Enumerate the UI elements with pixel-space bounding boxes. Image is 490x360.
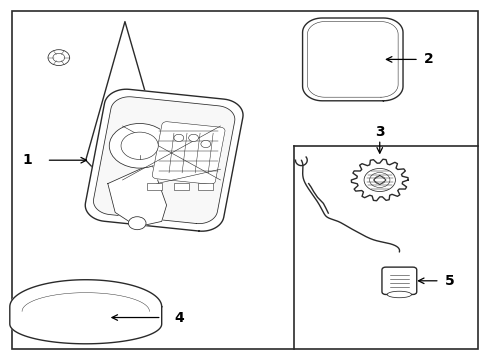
Text: 3: 3 (375, 125, 385, 139)
Bar (147, 183, 162, 190)
Circle shape (174, 134, 184, 141)
Text: 1: 1 (22, 153, 32, 167)
Polygon shape (94, 97, 235, 224)
Text: 4: 4 (174, 311, 184, 324)
Circle shape (121, 132, 158, 159)
Polygon shape (10, 280, 162, 344)
Polygon shape (86, 22, 152, 184)
Ellipse shape (387, 291, 412, 298)
Polygon shape (302, 18, 403, 101)
FancyBboxPatch shape (382, 267, 416, 294)
Polygon shape (108, 164, 167, 227)
Circle shape (48, 50, 70, 66)
Circle shape (201, 140, 211, 148)
Text: 5: 5 (445, 274, 454, 288)
Polygon shape (351, 159, 408, 201)
Circle shape (128, 217, 146, 230)
Bar (198, 183, 213, 190)
Circle shape (109, 123, 170, 168)
Circle shape (364, 168, 395, 192)
Polygon shape (152, 122, 225, 184)
Text: 2: 2 (424, 53, 434, 66)
Bar (174, 183, 189, 190)
Circle shape (189, 134, 198, 141)
Polygon shape (85, 89, 243, 231)
